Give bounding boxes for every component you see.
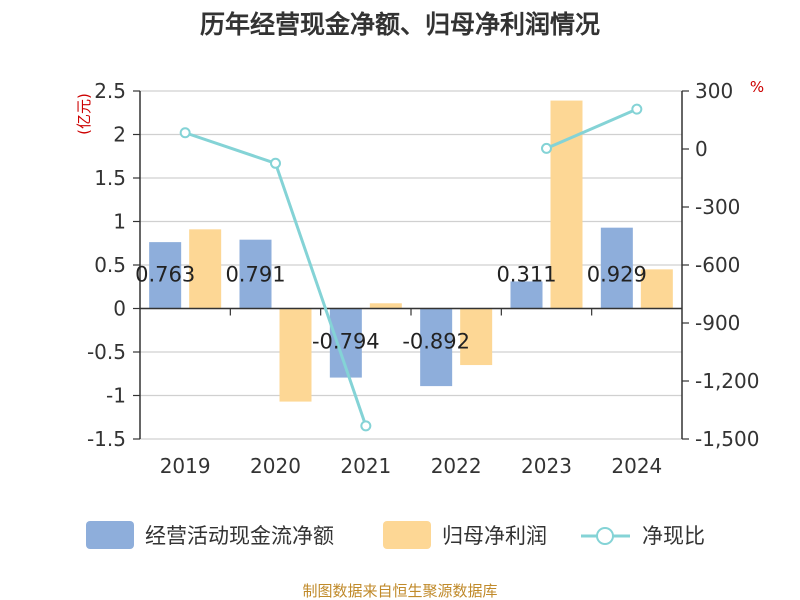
legend-label-profit: 归母净利润 [442,524,547,548]
left-axis-tick: 0.5 [94,253,126,277]
right-axis-tick: 300 [695,79,733,103]
bar-net-profit [189,229,222,309]
data-label-cash-flow: -0.794 [312,330,380,354]
ratio-point [631,103,643,115]
left-axis-tick: 2 [113,123,126,147]
right-axis-tick: -300 [695,195,740,219]
left-axis-tick: 0 [113,297,126,321]
right-axis-tick: -900 [695,311,740,335]
legend-label-ratio: 净现比 [642,524,705,548]
bar-cash-flow [600,227,633,309]
data-label-cash-flow: 0.763 [135,263,195,287]
bar-net-profit [279,308,312,402]
left-axis-tick: -1.5 [87,427,126,451]
left-axis-unit: (亿元) [75,93,93,135]
legend-swatch-profit [383,521,431,549]
left-axis-tick: 2.5 [94,79,126,103]
right-axis-unit: % [750,78,764,96]
left-axis-tick: 1 [113,210,126,234]
left-axis-tick: -0.5 [87,340,126,364]
ratio-line [545,107,638,150]
bar-cash-flow [420,308,453,387]
right-axis-tick: -1,500 [695,427,759,451]
legend-marker-ratio [596,527,614,545]
x-axis-label: 2021 [340,454,391,478]
ratio-point [270,157,281,169]
legend-swatch-cash [86,521,134,549]
left-axis-tick: 1.5 [94,166,126,190]
right-axis-tick: 0 [695,137,708,161]
data-label-cash-flow: 0.311 [496,263,556,287]
ratio-point [360,420,372,432]
bar-net-profit [369,303,402,309]
x-axis-label: 2019 [160,454,211,478]
ratio-point [541,142,552,154]
bar-cash-flow [239,239,272,309]
data-label-cash-flow: 0.791 [225,263,285,287]
source-note: 制图数据来自恒生聚源数据库 [302,582,497,600]
right-axis-tick: -600 [695,253,740,277]
bar-net-profit [640,269,673,309]
right-axis-tick: -1,200 [695,369,759,393]
data-label-cash-flow: 0.929 [587,263,647,287]
bar-cash-flow [149,242,182,309]
bar-net-profit [460,308,493,366]
legend: 经营活动现金流净额 归母净利润 净现比 [86,521,705,549]
x-axis-label: 2022 [431,454,482,478]
bar-cash-flow [510,281,543,309]
legend-label-cash: 经营活动现金流净额 [145,524,334,548]
data-label-cash-flow: -0.892 [402,330,470,354]
left-axis-tick: -1 [106,384,126,408]
ratio-point [179,127,191,139]
x-axis-label: 2024 [611,454,662,478]
x-axis-label: 2020 [250,454,301,478]
chart-title: 历年经营现金净额、归母净利润情况 [200,10,600,39]
x-axis-label: 2023 [521,454,572,478]
